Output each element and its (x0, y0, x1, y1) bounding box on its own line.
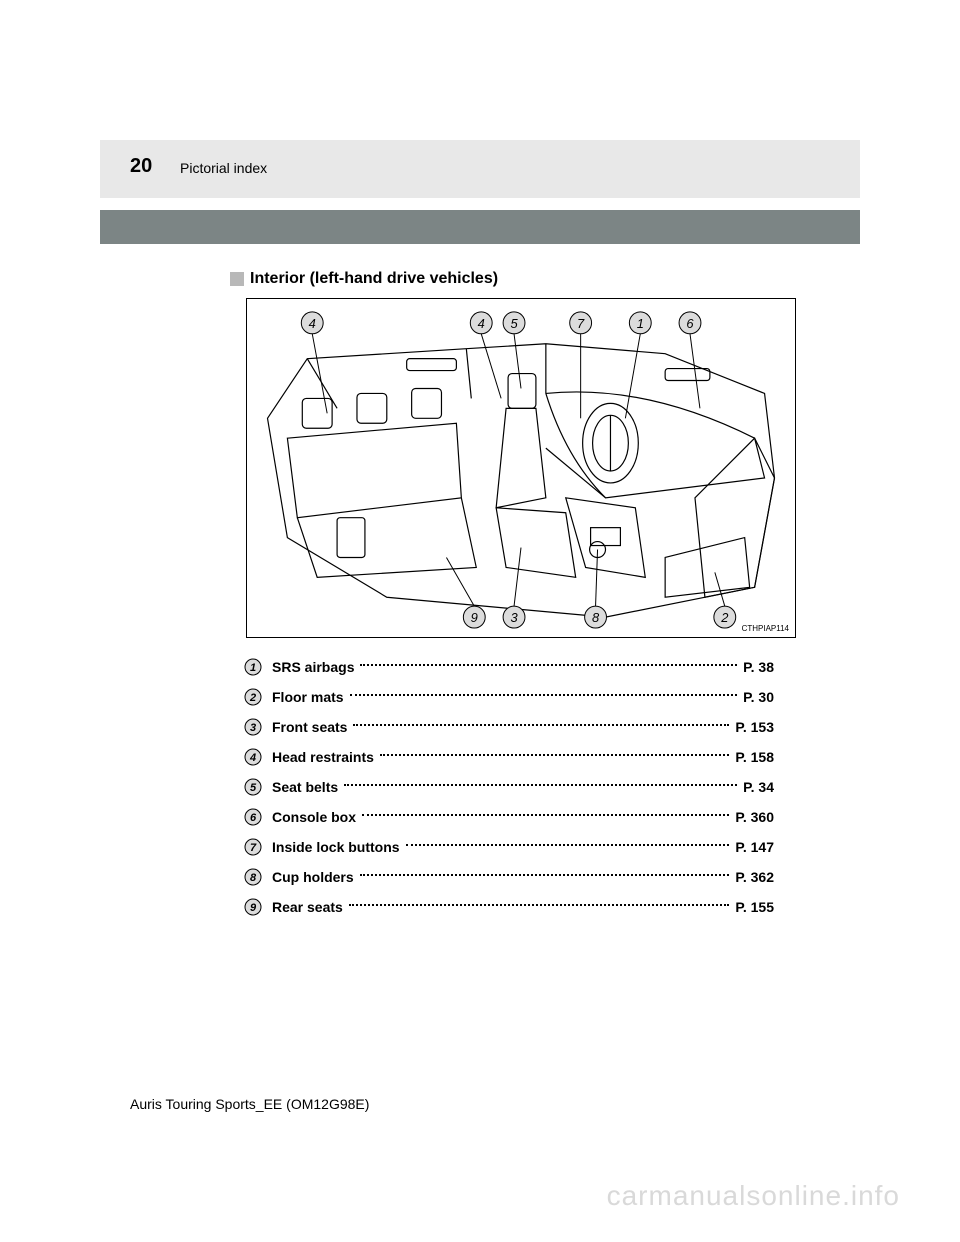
svg-text:7: 7 (250, 842, 257, 854)
item-number-icon: 2 (244, 688, 262, 706)
item-label: SRS airbags (272, 659, 354, 675)
item-page: P. 147 (735, 839, 774, 855)
item-number-icon: 7 (244, 838, 262, 856)
index-item: 3 Front seats P. 153 (244, 718, 774, 736)
section-heading: Interior (left-hand drive vehicles) (230, 270, 498, 288)
leader-dots (360, 664, 737, 666)
callout-circle: 2 (714, 606, 736, 628)
item-page: P. 153 (735, 719, 774, 735)
item-number-icon: 5 (244, 778, 262, 796)
leader-dots (406, 844, 730, 846)
index-item: 6 Console box P. 360 (244, 808, 774, 826)
item-label: Front seats (272, 719, 347, 735)
svg-text:3: 3 (250, 722, 256, 734)
leader-dots (344, 784, 737, 786)
index-item: 5 Seat belts P. 34 (244, 778, 774, 796)
callout-circle: 5 (503, 312, 525, 334)
item-number-icon: 8 (244, 868, 262, 886)
leader-dots (360, 874, 730, 876)
leader-dots (362, 814, 729, 816)
svg-text:1: 1 (637, 316, 644, 331)
item-label: Cup holders (272, 869, 354, 885)
svg-text:6: 6 (250, 812, 257, 824)
svg-text:4: 4 (478, 316, 485, 331)
dark-band (100, 210, 860, 244)
svg-text:7: 7 (577, 316, 585, 331)
svg-text:4: 4 (249, 752, 256, 764)
item-label: Console box (272, 809, 356, 825)
item-label: Head restraints (272, 749, 374, 765)
svg-text:2: 2 (249, 692, 256, 704)
item-number-icon: 6 (244, 808, 262, 826)
interior-diagram: 4 4 5 7 1 6 9 3 8 2 CTHPIAP114 (246, 298, 796, 638)
interior-svg: 4 4 5 7 1 6 9 3 8 2 (247, 299, 795, 637)
callout-circle: 1 (629, 312, 651, 334)
index-item: 9 Rear seats P. 155 (244, 898, 774, 916)
svg-text:9: 9 (471, 610, 478, 625)
watermark: carmanualsonline.info (607, 1180, 900, 1212)
callout-circle: 9 (463, 606, 485, 628)
heading-text: Interior (left-hand drive vehicles) (250, 270, 498, 288)
index-item: 1 SRS airbags P. 38 (244, 658, 774, 676)
square-marker-icon (230, 272, 244, 286)
footer-model: Auris Touring Sports_EE (OM12G98E) (130, 1096, 369, 1112)
item-label: Rear seats (272, 899, 343, 915)
index-item: 2 Floor mats P. 30 (244, 688, 774, 706)
item-number-icon: 9 (244, 898, 262, 916)
svg-text:1: 1 (250, 662, 256, 674)
item-label: Inside lock buttons (272, 839, 400, 855)
index-item: 7 Inside lock buttons P. 147 (244, 838, 774, 856)
svg-text:6: 6 (686, 316, 694, 331)
callout-circle: 7 (570, 312, 592, 334)
svg-text:5: 5 (510, 316, 518, 331)
svg-text:8: 8 (250, 872, 257, 884)
callout-circle: 4 (301, 312, 323, 334)
callout-circle: 3 (503, 606, 525, 628)
item-page: P. 362 (735, 869, 774, 885)
page-number: 20 (130, 155, 152, 178)
item-page: P. 34 (743, 779, 774, 795)
diagram-code: CTHPIAP114 (742, 624, 789, 633)
svg-text:4: 4 (309, 316, 316, 331)
item-page: P. 38 (743, 659, 774, 675)
svg-text:5: 5 (250, 782, 257, 794)
item-number-icon: 3 (244, 718, 262, 736)
item-number-icon: 4 (244, 748, 262, 766)
item-page: P. 30 (743, 689, 774, 705)
svg-text:3: 3 (510, 610, 518, 625)
item-label: Seat belts (272, 779, 338, 795)
leader-dots (353, 724, 729, 726)
item-page: P. 155 (735, 899, 774, 915)
index-item: 8 Cup holders P. 362 (244, 868, 774, 886)
item-page: P. 158 (735, 749, 774, 765)
callout-circle: 4 (470, 312, 492, 334)
index-list: 1 SRS airbags P. 38 2 Floor mats P. 30 3 Front … (244, 658, 774, 928)
section-title: Pictorial index (180, 160, 267, 176)
svg-text:8: 8 (592, 610, 600, 625)
svg-text:2: 2 (720, 610, 728, 625)
svg-text:9: 9 (250, 902, 257, 914)
leader-dots (349, 904, 730, 906)
item-number-icon: 1 (244, 658, 262, 676)
callout-circle: 6 (679, 312, 701, 334)
item-label: Floor mats (272, 689, 344, 705)
index-item: 4 Head restraints P. 158 (244, 748, 774, 766)
leader-dots (380, 754, 729, 756)
callout-circle: 8 (585, 606, 607, 628)
item-page: P. 360 (735, 809, 774, 825)
leader-dots (350, 694, 738, 696)
